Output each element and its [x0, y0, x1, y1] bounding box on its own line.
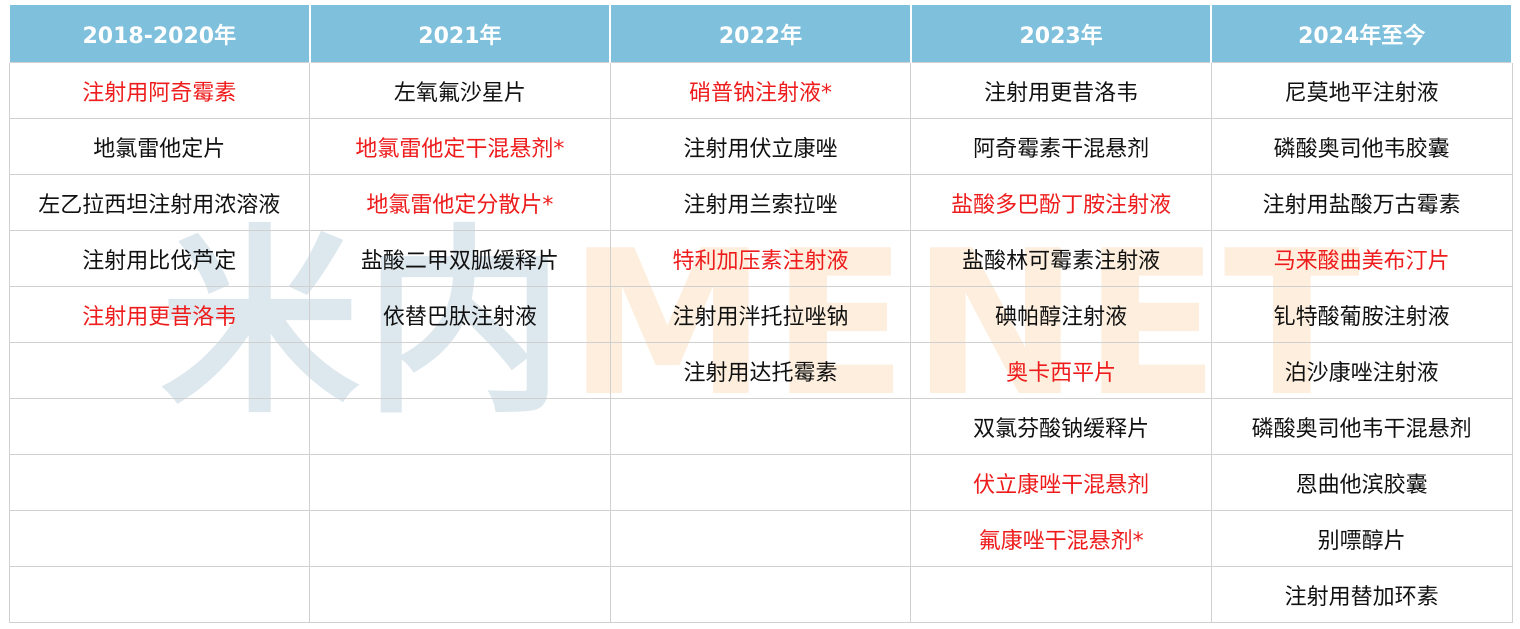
table-row: 注射用更昔洛韦 依替巴肽注射液 注射用泮托拉唑钠 碘帕醇注射液 钆特酸葡胺注射液: [8, 286, 1513, 343]
header-cell: 2018-2020年: [8, 5, 311, 63]
drug-cell: 左氧氟沙星片: [309, 62, 611, 119]
drug-cell: 注射用更昔洛韦: [910, 62, 1212, 119]
table-row: 注射用比伐芦定 盐酸二甲双胍缓释片 特利加压素注射液 盐酸林可霉素注射液 马来酸曲美布汀…: [8, 230, 1513, 287]
header-cell: 2021年: [308, 5, 612, 63]
drug-table: 2018-2020年 2021年 2022年 2023年 2024年至今 注射用阿奇霉素…: [8, 5, 1513, 623]
drug-cell: 地氯雷他定分散片*: [309, 174, 611, 231]
drug-cell: 双氯芬酸钠缓释片: [910, 398, 1212, 455]
empty-cell: [309, 454, 611, 511]
drug-cell: 注射用兰索拉唑: [609, 174, 912, 231]
empty-cell: [8, 566, 311, 623]
table-wrap: 2018-2020年 2021年 2022年 2023年 2024年至今 注射用阿奇霉素…: [8, 5, 1513, 623]
drug-cell: 注射用伏立康唑: [609, 118, 912, 175]
drug-cell: 地氯雷他定干混悬剂*: [309, 118, 611, 175]
empty-cell: [8, 454, 311, 511]
drug-cell: 地氯雷他定片: [8, 118, 311, 175]
header-row: 2018-2020年 2021年 2022年 2023年 2024年至今: [8, 5, 1513, 63]
empty-cell: [309, 398, 611, 455]
header-cell: 2023年: [909, 5, 1213, 63]
drug-cell: 奥卡西平片: [910, 342, 1212, 399]
empty-cell: [609, 398, 912, 455]
drug-cell: 磷酸奥司他韦胶囊: [1210, 118, 1513, 175]
drug-cell: 特利加压素注射液: [609, 230, 912, 287]
empty-cell: [609, 454, 912, 511]
drug-cell: 盐酸林可霉素注射液: [910, 230, 1212, 287]
empty-cell: [309, 566, 611, 623]
drug-cell: 泊沙康唑注射液: [1210, 342, 1513, 399]
header-cell: 2024年至今: [1210, 5, 1513, 63]
table-row: 双氯芬酸钠缓释片 磷酸奥司他韦干混悬剂: [8, 398, 1513, 455]
table-row: 氟康唑干混悬剂* 别嘌醇片: [8, 510, 1513, 567]
table-row: 注射用替加环素: [8, 566, 1513, 623]
drug-cell: 马来酸曲美布汀片: [1210, 230, 1513, 287]
empty-cell: [8, 342, 311, 399]
drug-cell: 钆特酸葡胺注射液: [1210, 286, 1513, 343]
empty-cell: [8, 398, 311, 455]
drug-cell: 注射用达托霉素: [609, 342, 912, 399]
table-row: 注射用达托霉素 奥卡西平片 泊沙康唑注射液: [8, 342, 1513, 399]
drug-cell: 伏立康唑干混悬剂: [910, 454, 1212, 511]
drug-cell: 尼莫地平注射液: [1210, 62, 1513, 119]
table-row: 地氯雷他定片 地氯雷他定干混悬剂* 注射用伏立康唑 阿奇霉素干混悬剂 磷酸奥司他韦胶囊: [8, 118, 1513, 175]
empty-cell: [309, 510, 611, 567]
empty-cell: [910, 566, 1212, 623]
drug-cell: 注射用替加环素: [1210, 566, 1513, 623]
drug-cell: 碘帕醇注射液: [910, 286, 1212, 343]
table-row: 注射用阿奇霉素 左氧氟沙星片 硝普钠注射液* 注射用更昔洛韦 尼莫地平注射液: [8, 62, 1513, 119]
drug-cell: 阿奇霉素干混悬剂: [910, 118, 1212, 175]
table-row: 伏立康唑干混悬剂 恩曲他滨胶囊: [8, 454, 1513, 511]
table-body: 注射用阿奇霉素 左氧氟沙星片 硝普钠注射液* 注射用更昔洛韦 尼莫地平注射液 地氯雷他定片…: [8, 62, 1513, 623]
drug-cell: 氟康唑干混悬剂*: [910, 510, 1212, 567]
empty-cell: [609, 510, 912, 567]
drug-cell: 别嘌醇片: [1210, 510, 1513, 567]
drug-cell: 注射用泮托拉唑钠: [609, 286, 912, 343]
empty-cell: [309, 342, 611, 399]
drug-cell: 注射用更昔洛韦: [8, 286, 311, 343]
drug-cell: 硝普钠注射液*: [609, 62, 912, 119]
drug-cell: 注射用阿奇霉素: [8, 62, 311, 119]
drug-cell: 注射用比伐芦定: [8, 230, 311, 287]
drug-cell: 恩曲他滨胶囊: [1210, 454, 1513, 511]
table-row: 左乙拉西坦注射用浓溶液 地氯雷他定分散片* 注射用兰索拉唑 盐酸多巴酚丁胺注射液 注射用…: [8, 174, 1513, 231]
empty-cell: [609, 566, 912, 623]
drug-cell: 盐酸多巴酚丁胺注射液: [910, 174, 1212, 231]
drug-cell: 注射用盐酸万古霉素: [1210, 174, 1513, 231]
empty-cell: [8, 510, 311, 567]
drug-cell: 盐酸二甲双胍缓释片: [309, 230, 611, 287]
drug-cell: 磷酸奥司他韦干混悬剂: [1210, 398, 1513, 455]
drug-cell: 依替巴肽注射液: [309, 286, 611, 343]
drug-cell: 左乙拉西坦注射用浓溶液: [8, 174, 311, 231]
header-cell: 2022年: [609, 5, 912, 63]
